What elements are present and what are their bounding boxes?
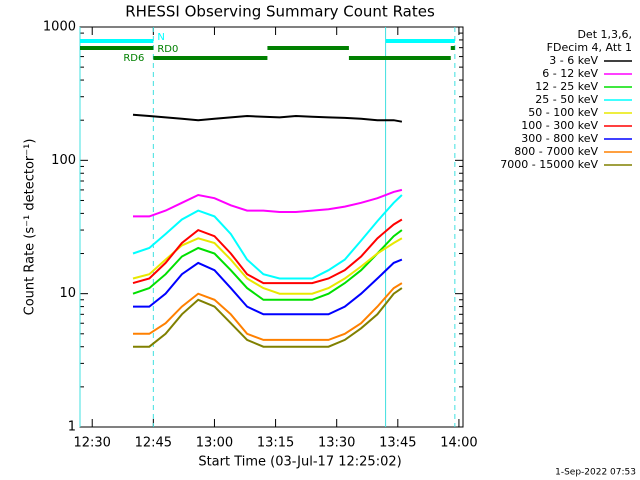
flag-label: RD0 bbox=[157, 44, 178, 55]
footer: 1-Sep-2022 07:53 bbox=[555, 468, 636, 478]
x-tick-label: 12:30 bbox=[73, 436, 110, 451]
chart-title: RHESSI Observing Summary Count Rates bbox=[125, 3, 435, 21]
x-tick-label: 13:30 bbox=[318, 436, 355, 451]
legend-label: 25 - 50 keV bbox=[535, 93, 598, 106]
series-line bbox=[132, 113, 403, 123]
y-tick-label: 100 bbox=[51, 153, 76, 168]
series-line bbox=[133, 188, 403, 218]
legend-label: 300 - 800 keV bbox=[521, 132, 598, 145]
flag-label: RD6 bbox=[123, 53, 144, 64]
legend-label: 100 - 300 keV bbox=[521, 119, 598, 132]
x-tick-label: 12:45 bbox=[135, 436, 172, 451]
series-line bbox=[133, 258, 403, 316]
series-line bbox=[132, 229, 403, 301]
legend-header: Det 1,3,6, bbox=[577, 28, 632, 41]
legend-label: 800 - 7000 keV bbox=[514, 145, 598, 158]
series-line bbox=[133, 287, 403, 348]
x-tick-label: 13:45 bbox=[379, 436, 416, 451]
x-tick-label: 13:15 bbox=[257, 436, 294, 451]
y-axis-label: Count Rate (s⁻¹ detector⁻¹) bbox=[23, 139, 38, 316]
legend-label: 12 - 25 keV bbox=[535, 80, 598, 93]
legend-label: 7000 - 15000 keV bbox=[500, 158, 598, 171]
y-tick-label: 10 bbox=[59, 286, 76, 301]
x-axis-label: Start Time (03-Jul-17 12:25:02) bbox=[198, 455, 401, 470]
legend-header: FDecim 4, Att 1 bbox=[547, 41, 632, 54]
y-tick-label: 1000 bbox=[43, 20, 76, 35]
series-line bbox=[132, 218, 403, 285]
flag-label: N bbox=[157, 32, 164, 43]
x-tick-label: 13:00 bbox=[196, 436, 233, 451]
legend-label: 50 - 100 keV bbox=[528, 106, 598, 119]
series-line bbox=[133, 282, 403, 341]
x-tick-label: 14:00 bbox=[440, 436, 477, 451]
legend-label: 3 - 6 keV bbox=[549, 54, 598, 67]
legend-label: 6 - 12 keV bbox=[542, 67, 598, 80]
series-line bbox=[132, 194, 403, 280]
y-tick-label: 1 bbox=[68, 420, 76, 435]
